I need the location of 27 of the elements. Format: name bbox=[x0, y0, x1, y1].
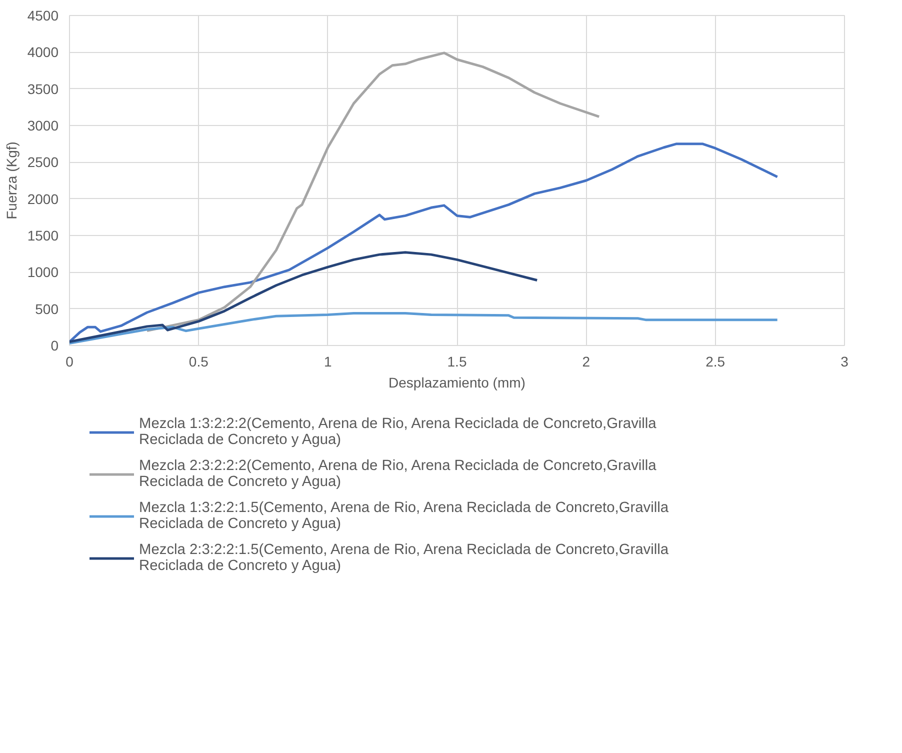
legend-label: Mezcla 2:3:2:2:2(Cemento, Arena de Rio, Arena Reciclada de Concreto,Gravilla Reciclada de Concreto y Agua) bbox=[139, 457, 656, 492]
legend-label: Mezcla 1:3:2:2:1.5(Cemento, Arena de Rio, Arena Reciclada de Concreto,Gravilla Reciclada de Concreto y Agua) bbox=[139, 499, 669, 534]
legend-label: Mezcla 1:3:2:2:2(Cemento, Arena de Rio, Arena Reciclada de Concreto,Gravilla Reciclada de Concreto y Agua) bbox=[139, 415, 656, 450]
y-tick-label: 0 bbox=[50, 338, 59, 354]
x-tick-label: 1.5 bbox=[447, 354, 467, 370]
x-tick-label: 2.5 bbox=[706, 354, 726, 370]
y-tick-label: 1000 bbox=[27, 264, 59, 280]
y-tick-label: 4500 bbox=[27, 8, 59, 24]
x-axis-title: Desplazamiento (mm) bbox=[388, 374, 526, 390]
x-tick-label: 0.5 bbox=[188, 354, 209, 370]
x-tick-label: 3 bbox=[840, 354, 849, 370]
line-series bbox=[146, 52, 600, 332]
y-tick-label: 2500 bbox=[27, 154, 59, 170]
line-series bbox=[70, 142, 779, 344]
y-tick-label: 2000 bbox=[27, 190, 59, 207]
y-tick-label: 4000 bbox=[27, 44, 59, 60]
x-tick-label: 2 bbox=[582, 354, 590, 370]
y-axis-title: Fuerza (Kgf) bbox=[3, 142, 20, 220]
y-tick-label: 500 bbox=[35, 300, 59, 317]
x-tick-label: 0 bbox=[66, 354, 74, 370]
line-series bbox=[70, 312, 779, 345]
legend-label: Mezcla 2:3:2:2:1.5(Cemento, Arena de Rio, Arena Reciclada de Concreto,Gravilla Reciclada de Concreto y Agua) bbox=[139, 541, 669, 576]
line-series bbox=[70, 251, 538, 344]
y-tick-label: 3500 bbox=[27, 80, 59, 97]
y-tick-label: 1500 bbox=[27, 228, 59, 244]
x-tick-label: 1 bbox=[324, 354, 332, 370]
y-tick-label: 3000 bbox=[27, 118, 59, 134]
